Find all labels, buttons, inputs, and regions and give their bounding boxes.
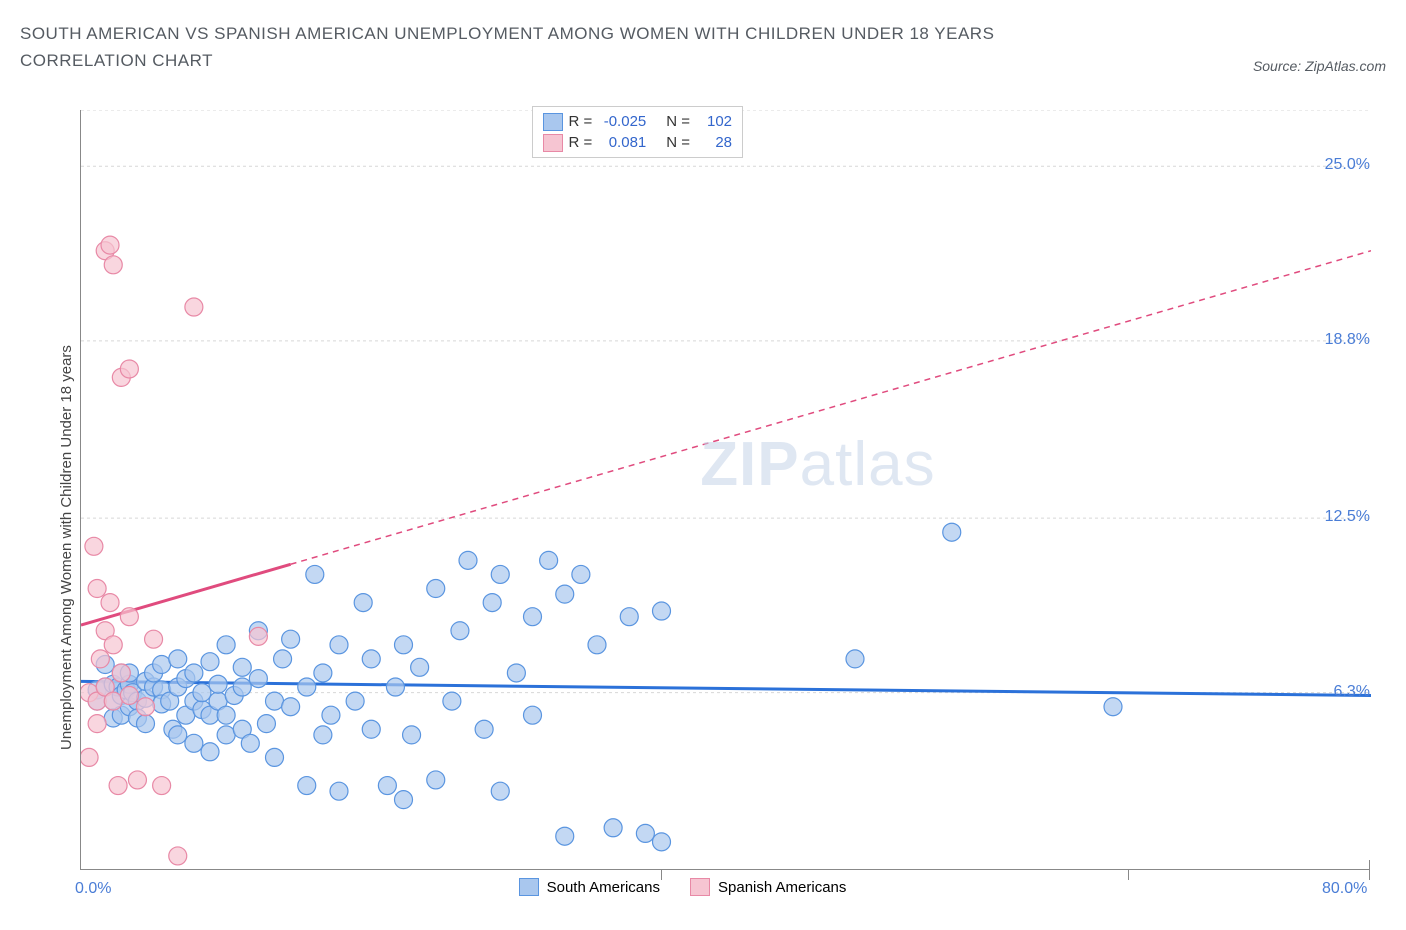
x-end-tick (1369, 860, 1370, 880)
x-tick-right: 80.0% (1322, 880, 1367, 898)
n-value: 102 (696, 111, 732, 132)
legend-swatch (543, 134, 563, 152)
legend-swatch (519, 878, 539, 896)
x-tick-left: 0.0% (75, 880, 111, 898)
y-tick-label: 18.8% (1310, 331, 1370, 349)
y-tick-label: 25.0% (1310, 156, 1370, 174)
plot-svg (81, 110, 1371, 870)
y-axis-label: Unemployment Among Women with Children U… (58, 345, 75, 750)
legend-label: Spanish Americans (718, 879, 846, 896)
legend-swatch (690, 878, 710, 896)
n-value: 28 (696, 132, 732, 153)
legend-swatch (543, 113, 563, 131)
stats-box: R =-0.025 N = 102 R =0.081 N = 28 (532, 106, 744, 158)
x-minor-tick (661, 870, 662, 880)
stats-row: R =0.081 N = 28 (543, 132, 733, 153)
n-label: N = (666, 111, 690, 132)
legend-item: Spanish Americans (690, 878, 846, 896)
stats-row: R =-0.025 N = 102 (543, 111, 733, 132)
r-label: R = (569, 111, 593, 132)
chart-title: SOUTH AMERICAN VS SPANISH AMERICAN UNEMP… (20, 20, 1120, 74)
r-value: 0.081 (598, 132, 646, 153)
y-tick-label: 12.5% (1310, 508, 1370, 526)
x-minor-tick (1128, 870, 1129, 880)
r-value: -0.025 (598, 111, 646, 132)
title-row: SOUTH AMERICAN VS SPANISH AMERICAN UNEMP… (20, 20, 1386, 74)
plot-region: ZIPatlas (80, 110, 1370, 870)
bottom-legend: South Americans Spanish Americans (519, 878, 847, 896)
y-tick-label: 6.3% (1310, 683, 1370, 701)
source-label: Source: ZipAtlas.com (1253, 58, 1386, 74)
legend-item: South Americans (519, 878, 660, 896)
r-label: R = (569, 132, 593, 153)
legend-label: South Americans (547, 879, 660, 896)
n-label: N = (666, 132, 690, 153)
chart-container: SOUTH AMERICAN VS SPANISH AMERICAN UNEMP… (20, 20, 1386, 910)
